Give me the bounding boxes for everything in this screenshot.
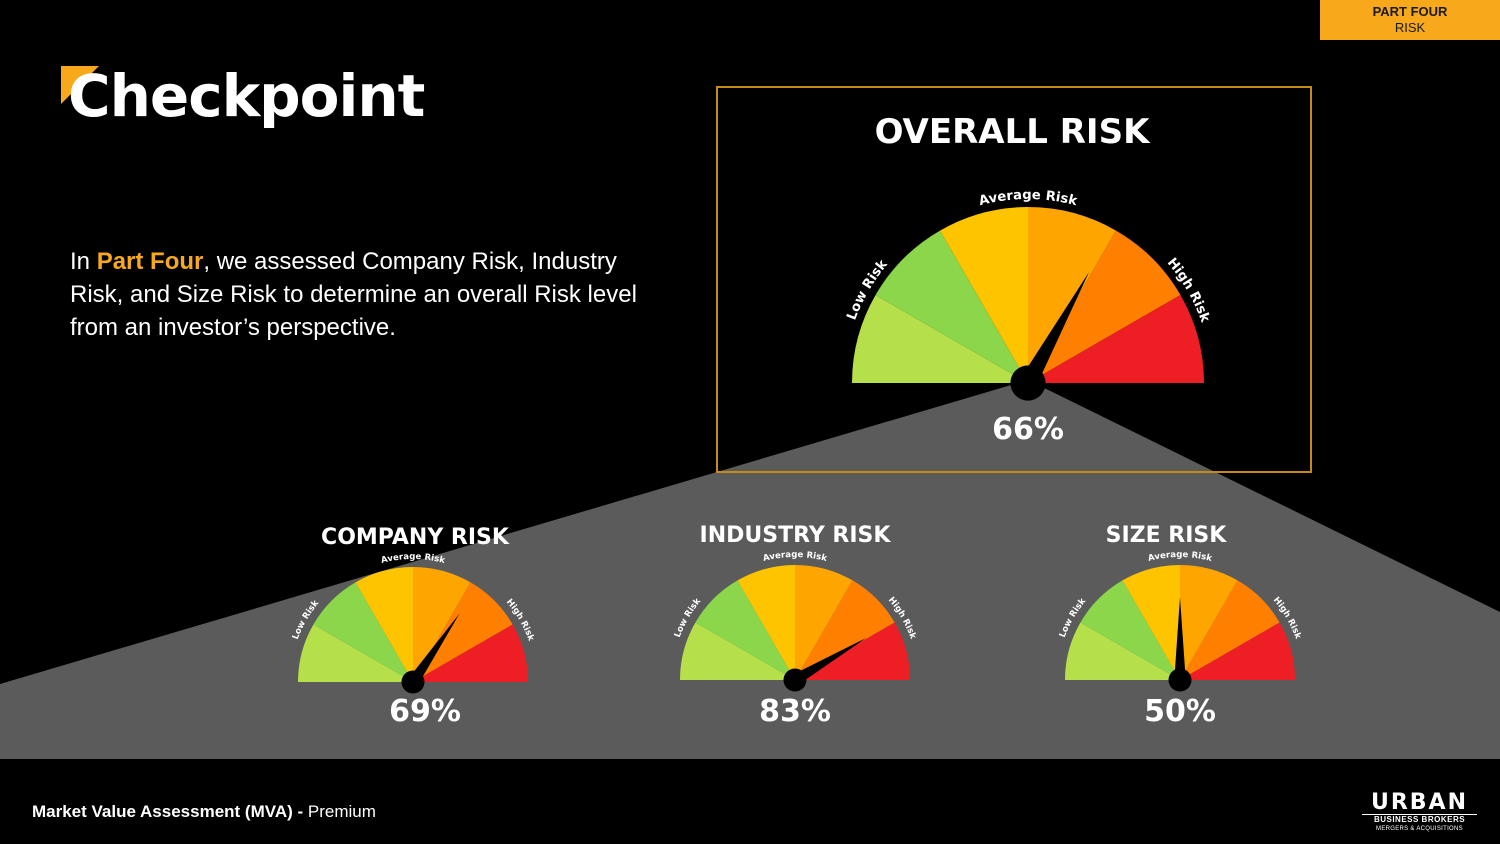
gauge-segment-2 (1080, 580, 1180, 680)
footer-label: Market Value Assessment (MVA) - Premium (32, 802, 376, 822)
industry-risk-title: INDUSTRY RISK (699, 523, 891, 548)
gauge-segment-1 (298, 624, 413, 682)
company-risk-title: COMPANY RISK (321, 525, 509, 550)
gauge-segment-1 (1065, 622, 1180, 680)
gauge-segment-2 (695, 580, 795, 680)
gauge-label-average: Average Risk (1147, 550, 1213, 564)
gauge-segment-4 (795, 565, 853, 680)
gauge-label-average: Average Risk (380, 552, 446, 566)
gauge-needle (792, 637, 867, 685)
gauge-segment-3 (1122, 565, 1180, 680)
industry-risk-value: 83% (759, 694, 831, 729)
size-risk-title: SIZE RISK (1105, 523, 1227, 548)
gauge-segment-4 (1180, 565, 1238, 680)
company-logo: URBAN BUSINESS BROKERS MERGERS & ACQUISI… (1362, 792, 1477, 833)
gauge-hub (401, 670, 425, 694)
gauge-label-average: Average Risk (977, 188, 1079, 210)
overall-risk-frame (716, 86, 1312, 473)
logo-line2: MERGERS & ACQUISITIONS (1376, 826, 1463, 832)
gauge-segment-2 (875, 230, 1028, 383)
intro-paragraph: In Part Four, we assessed Company Risk, … (70, 245, 670, 344)
gauge-needle (1174, 597, 1186, 680)
section-tag: PART FOUR RISK (1320, 0, 1500, 40)
gauge-needle (408, 613, 460, 686)
page-title: Checkpoint (68, 62, 425, 130)
gauge-hub (1168, 668, 1192, 692)
gauge-segment-5 (413, 582, 513, 682)
gauge-segment-6 (413, 624, 528, 682)
gauge-segment-5 (1028, 230, 1181, 383)
logo-name: URBAN (1370, 790, 1468, 815)
gauge-segment-6 (1028, 295, 1205, 383)
overall-risk-title: OVERALL RISK (874, 112, 1150, 152)
gauge-hub (1010, 365, 1046, 401)
gauge-segment-4 (413, 567, 471, 682)
gauge-needle (1020, 271, 1090, 388)
overall-risk-value: 66% (992, 412, 1064, 447)
gauge-segment-3 (355, 567, 413, 682)
footer-label-normal: Premium (303, 802, 376, 821)
gauge-segment-5 (1180, 580, 1280, 680)
section-tag-topic: RISK (1394, 20, 1426, 35)
logo-line1: BUSINESS BROKERS (1362, 814, 1477, 825)
intro-suffix: , we assessed Company Risk, Industry Ris… (70, 248, 637, 341)
gauge-segment-3 (737, 565, 795, 680)
footer-label-bold: Market Value Assessment (MVA) - (32, 802, 304, 821)
size-risk-value: 50% (1144, 694, 1216, 729)
section-tag-part: PART FOUR (1372, 4, 1448, 19)
gauge-segment-1 (852, 295, 1028, 383)
gauge-segment-6 (1180, 622, 1295, 680)
gauge-label-average: Average Risk (762, 550, 828, 564)
gauge-hub (783, 668, 807, 692)
footer (0, 759, 1500, 844)
gauge-segment-5 (795, 580, 895, 680)
intro-highlight: Part Four (96, 248, 204, 275)
company-risk-value: 69% (389, 694, 461, 729)
gauge-segment-3 (940, 207, 1028, 383)
title-accent-icon (61, 66, 99, 104)
gauge-segment-1 (680, 622, 795, 680)
intro-prefix: In (70, 248, 97, 275)
gauge-segment-2 (313, 582, 413, 682)
